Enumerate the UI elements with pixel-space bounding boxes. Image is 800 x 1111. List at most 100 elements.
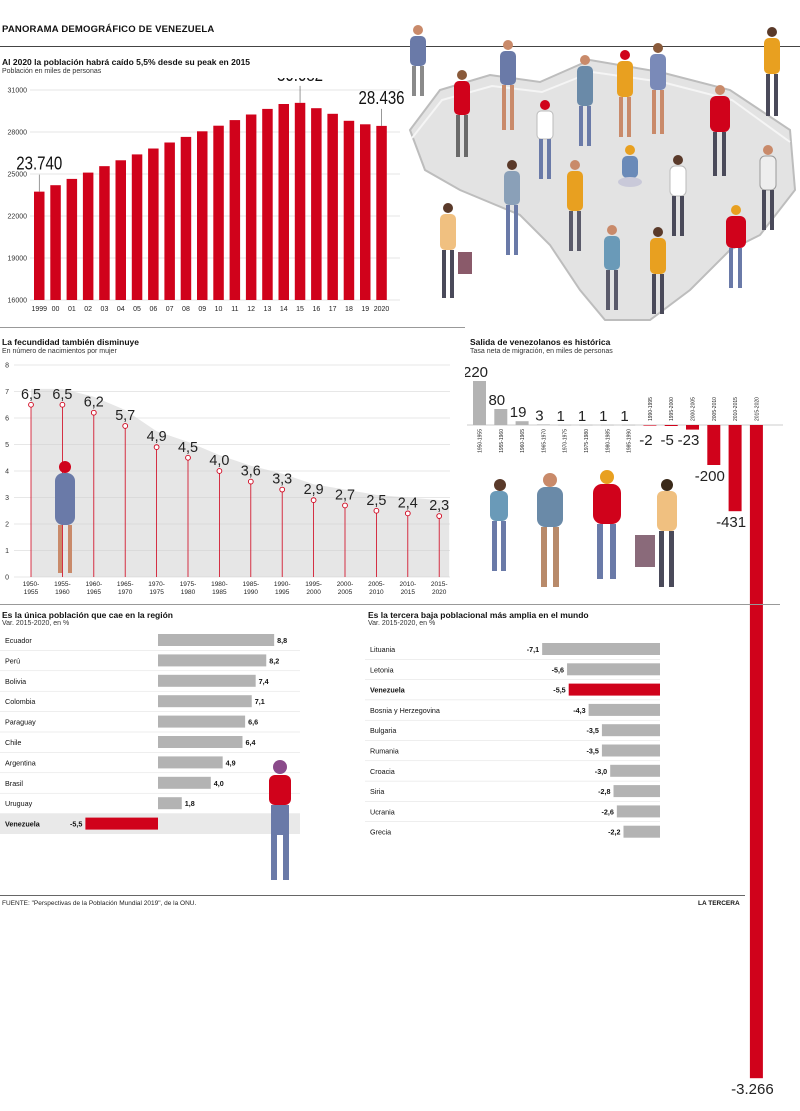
data-label: 4,9 [226,758,236,767]
bar-2015-2020 [749,425,763,1079]
y-tick-label: 22000 [8,214,28,221]
section-rule-1 [0,327,465,328]
data-label: 6,6 [248,718,258,727]
data-label: 2,5 [366,492,386,509]
x-tick-label: 1995- [305,581,322,588]
x-tick-label: 1980 [181,589,196,596]
bar-Paraguay [158,715,246,728]
data-label: 4,0 [209,452,229,469]
point-1980-1985 [216,468,223,474]
x-tick-label: 1995-2000 [669,397,675,421]
region-chart-subtitle: Var. 2015-2020, en % [2,620,70,627]
bar-2020 [376,125,387,300]
row-label: Ecuador [5,636,32,645]
person-figure-14 [759,145,777,230]
data-label: 3,3 [272,471,292,488]
data-label: -2,8 [598,787,610,796]
bar-Croacia [610,764,660,777]
data-label: 3 [535,407,543,424]
data-label: 2,7 [335,486,355,503]
bar-13 [262,108,273,301]
point-1970-1975 [153,444,160,451]
x-tick-label: 07 [166,306,174,313]
population-chart-title: Al 2020 la población habrá caído 5,5% de… [2,57,251,67]
data-label: -5 [661,432,674,449]
x-tick-label: 2015-2020 [754,397,760,421]
woman-illustration [55,461,75,573]
data-label: -3,0 [595,767,607,776]
row-label: Paraguay [5,718,36,727]
venezuela-map-illustration [408,25,797,321]
x-tick-label: 15 [296,306,304,313]
x-tick-label: 10 [215,306,223,313]
bar-Grecia [623,825,660,838]
data-label: 8,8 [277,636,287,645]
header-rule [0,46,800,47]
point-1955-1960 [59,401,66,408]
bar-18 [343,120,355,300]
x-tick-label: 1960-1965 [520,429,526,453]
y-tick-label: 19000 [8,256,28,263]
bar-Argentina [158,756,223,769]
data-label: 4,0 [214,779,224,788]
data-label: 2,4 [398,494,418,511]
x-tick-label: 1995 [275,589,290,596]
data-label: -200 [695,468,725,485]
person-figure-10 [504,160,520,255]
bar-1985-1990 [622,424,636,426]
data-label: 80 [488,392,505,409]
row-label: Grecia [370,828,391,837]
person-figure-6 [617,50,633,137]
bar-Perú [158,654,267,667]
population-chart-subtitle: Población en miles de personas [2,68,102,75]
x-tick-label: 1975- [180,581,197,588]
person-figure-4 [536,100,554,179]
bar-Bosnia y Herzegovina [588,703,660,716]
bar-2000-2005 [686,425,699,430]
y-tick-label: 25000 [8,172,28,179]
bar-11 [229,120,241,300]
data-label: -4,3 [573,706,585,715]
data-label: 1 [578,408,586,425]
x-tick-label: 1980-1985 [605,429,611,453]
bar-02 [82,172,94,300]
bar-Bolivia [158,674,256,687]
row-label: Argentina [5,758,36,767]
data-label: 6,5 [21,386,41,403]
x-tick-label: 13 [264,306,272,313]
data-label: 7,4 [259,677,269,686]
row-label: Perú [5,656,20,665]
point-1990-1995 [279,486,286,493]
x-tick-label: 1985 [212,589,227,596]
x-tick-label: 14 [280,306,288,313]
bar-Chile [158,736,243,748]
x-tick-label: 1975-1980 [584,429,590,453]
x-tick-label: 2015 [401,589,416,596]
point-2005-2010 [373,507,380,514]
migrants-illustration [490,470,677,587]
bar-1980-1985 [600,424,614,426]
data-label: 4,5 [178,439,198,456]
migration-chart: 1950-1955 220 1955-1960 80 1960-1965 19 1965-1… [465,364,783,1098]
bar-1955-1960 [494,409,508,425]
world-chart-subtitle: Var. 2015-2020, en % [368,620,436,627]
data-label: 1 [620,408,628,425]
data-label: 2,3 [429,497,449,514]
bar-05 [131,154,143,300]
x-tick-label: 04 [117,306,125,313]
data-label: 3,6 [241,463,261,480]
annotation-label: 30.082 [277,78,323,85]
x-tick-label: 09 [198,306,206,313]
bar-Rumania [601,744,660,757]
bar-15 [294,102,306,301]
x-tick-label: 1970 [118,589,133,596]
person-figure-15 [440,203,472,298]
y-tick-label: 1 [5,548,9,555]
fertility-chart: 0 1 2 3 4 5 6 7 8 6,5 6,5 6,2 5,7 4,9 4,5 4,0 3,6 3,3 2,9… [5,363,450,596]
x-tick-label: 1955-1960 [499,429,505,453]
person-figure-8 [710,85,730,176]
x-tick-label: 2000 [306,589,321,596]
region-chart-title: Es la única población que cae en la regi… [2,610,173,620]
bar-04 [115,160,126,300]
x-tick-label: 2015- [431,581,448,588]
